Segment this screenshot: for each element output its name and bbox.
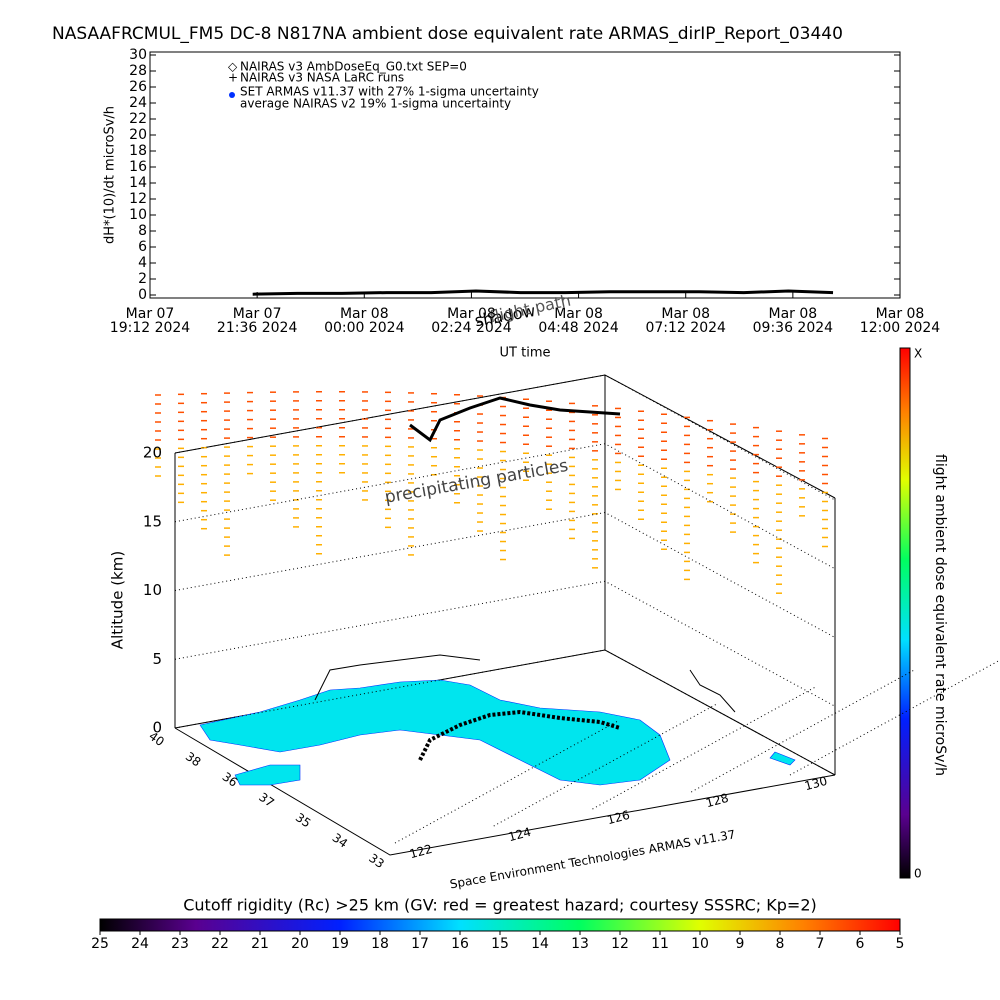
z-tick-label: 10 <box>143 581 162 599</box>
annotation: precipitating particles <box>383 456 570 508</box>
x-tick-label: 00:00 2024 <box>324 320 405 336</box>
y-tick-label: 24 <box>129 95 147 111</box>
legend-entry: average NAIRAS v2 19% 1-sigma uncertaint… <box>240 97 511 111</box>
y-tick-label: 10 <box>129 207 147 223</box>
chart-title: NASAAFRCMUL_FM5 DC-8 N817NA ambient dose… <box>52 24 843 44</box>
x-tick-label: 21:36 2024 <box>217 320 298 336</box>
data-line <box>252 289 834 296</box>
x-tick-label: 07:12 2024 <box>645 320 726 336</box>
x-tick-label: 23 <box>171 936 189 952</box>
z-tick-label: 15 <box>143 512 162 530</box>
x-tick-label: 16 <box>451 936 469 952</box>
x-tick-label: Mar 08 <box>769 306 818 322</box>
x-tick-label: 13 <box>571 936 589 952</box>
x-tick-label: 10 <box>691 936 709 952</box>
x-tick-label: 22 <box>211 936 229 952</box>
x-tick-label: Mar 08 <box>447 306 496 322</box>
z-tick-label: 0 <box>152 719 162 737</box>
y-tick-label: 16 <box>129 159 147 175</box>
lat-tick-label: 37 <box>256 790 277 810</box>
legend-entry: NAIRAS v3 NASA LaRC runs <box>240 71 404 85</box>
lon-tick-label: 122 <box>408 842 434 861</box>
lon-tick-label: 126 <box>606 808 632 827</box>
x-tick-label: 12:00 2024 <box>860 320 941 336</box>
y-tick-label: 6 <box>138 239 147 255</box>
y-tick-label: 26 <box>129 79 147 95</box>
x-tick-label: 20 <box>291 936 309 952</box>
y-tick-label: 8 <box>138 223 147 239</box>
z-tick-label: 20 <box>143 444 162 462</box>
x-tick-label: 14 <box>531 936 549 952</box>
lon-tick-label: 130 <box>803 774 829 793</box>
x-tick-label: Mar 08 <box>554 306 603 322</box>
grid-line <box>789 659 1000 776</box>
lon-tick-label: 128 <box>704 791 730 810</box>
x-tick-label: 18 <box>371 936 389 952</box>
z-tick-label: 5 <box>152 650 162 668</box>
x-tick-label: 7 <box>816 936 825 952</box>
x-tick-label: 8 <box>776 936 785 952</box>
colorbar-title: flight ambient dose equivalent rate micr… <box>932 454 948 776</box>
x-tick-label: 11 <box>651 936 669 952</box>
x-tick-label: 19 <box>331 936 349 952</box>
y-tick-label: 14 <box>129 175 147 191</box>
x-tick-label: 15 <box>491 936 509 952</box>
x-tick-label: 04:48 2024 <box>538 320 619 336</box>
y-axis-label: dH*(10)/dt microSv/h <box>103 106 118 244</box>
x-tick-label: 12 <box>611 936 629 952</box>
x-tick-label: 17 <box>411 936 429 952</box>
y-tick-label: 0 <box>138 287 147 303</box>
x-tick-label: Mar 07 <box>233 306 282 322</box>
x-tick-label: Mar 07 <box>126 306 175 322</box>
x-tick-label: 19:12 2024 <box>110 320 191 336</box>
lon-tick-label: 124 <box>507 825 533 844</box>
grid-line <box>174 511 836 638</box>
plot-frame <box>149 51 901 299</box>
legend-marker <box>229 92 235 98</box>
legend-entry: SET ARMAS v11.37 with 27% 1-sigma uncert… <box>240 85 539 99</box>
y-tick-label: 28 <box>129 63 147 79</box>
lat-tick-label: 34 <box>330 831 351 851</box>
legend-marker: + <box>228 71 238 85</box>
y-tick-label: 20 <box>129 127 147 143</box>
lat-tick-label: 40 <box>146 729 167 749</box>
x-tick-label: 5 <box>896 936 905 952</box>
x-tick-label: 25 <box>91 936 109 952</box>
y-tick-label: 18 <box>129 143 147 159</box>
y-tick-label: 22 <box>129 111 147 127</box>
particle-dashes <box>155 390 828 594</box>
x-tick-label: Mar 08 <box>340 306 389 322</box>
x-axis-label: UT time <box>500 346 551 361</box>
x-tick-label: 21 <box>251 936 269 952</box>
colorbar-label: 0 <box>914 867 922 881</box>
grid-line <box>691 669 915 793</box>
x-tick-label: Mar 08 <box>876 306 925 322</box>
x-tick-label: Mar 08 <box>661 306 710 322</box>
y-tick-label: 12 <box>129 191 147 207</box>
x-tick-label: 02:24 2024 <box>431 320 512 336</box>
x-tick-label: 24 <box>131 936 149 952</box>
y-tick-label: 30 <box>129 47 147 63</box>
x-tick-label: 6 <box>856 936 865 952</box>
x-tick-label: 9 <box>736 936 745 952</box>
legend-entry: NAIRAS v3 AmbDoseEq_G0.txt SEP=0 <box>240 60 467 74</box>
map <box>199 396 796 786</box>
colorbar <box>99 918 901 932</box>
colorbar-label: X <box>914 347 922 361</box>
x-tick-label: 09:36 2024 <box>753 320 834 336</box>
y-tick-label: 2 <box>138 271 147 287</box>
z-axis-label: Altitude (km) <box>109 551 127 649</box>
lat-tick-label: 35 <box>293 810 314 830</box>
legend-marker: ◇ <box>228 60 238 74</box>
grid-line <box>174 580 836 707</box>
lat-tick-label: 33 <box>366 851 387 871</box>
lat-tick-label: 36 <box>220 770 241 790</box>
colorbar-title: Cutoff rigidity (Rc) >25 km (GV: red = g… <box>183 896 817 915</box>
lat-tick-label: 38 <box>183 749 204 769</box>
colorbar <box>899 347 911 879</box>
y-tick-label: 4 <box>138 255 147 271</box>
